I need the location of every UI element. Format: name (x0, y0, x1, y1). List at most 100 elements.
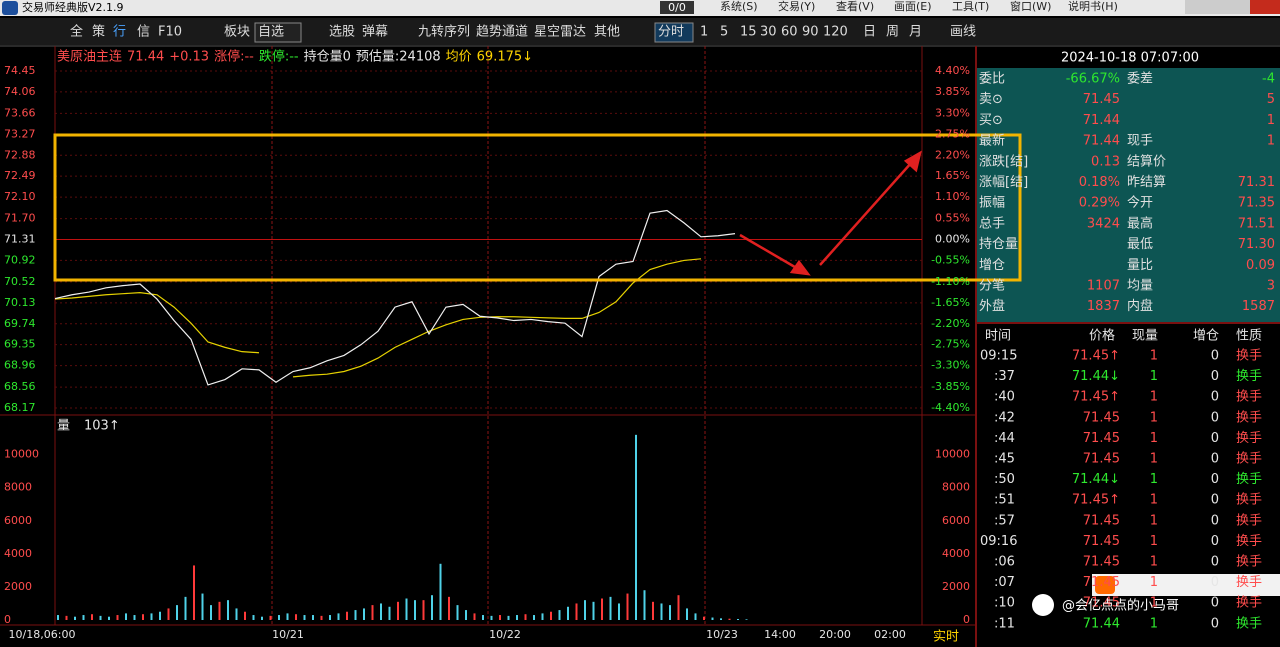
toolbar-item[interactable]: 日 (863, 25, 876, 40)
price-tick-label: 68.56 (4, 380, 36, 393)
volume-tick-label: 10000 (4, 448, 39, 461)
price-tick-label: 72.88 (4, 148, 36, 161)
volume-bar (235, 608, 238, 620)
toolbar-item[interactable]: 策 (92, 24, 105, 40)
toolbar-item[interactable]: 弹幕 (362, 25, 388, 40)
volume-bar (184, 596, 187, 620)
volume-bar (91, 614, 93, 620)
badge: 0/0 (668, 1, 686, 14)
pct-tick-label: -1.65% (931, 296, 970, 309)
trade-cell: 换手 (1236, 452, 1262, 467)
quote-label: 涨幅[结] (979, 175, 1028, 190)
volume-bar (371, 605, 374, 620)
price-tick-label: 70.92 (4, 253, 36, 266)
volume-bar (142, 614, 144, 620)
trade-cell: 1 (1150, 575, 1158, 590)
close-button[interactable] (1250, 0, 1280, 14)
toolbar-item[interactable]: 15 (740, 25, 757, 40)
pct-tick-label: -3.30% (931, 359, 970, 372)
quote-value: 71.35 (1238, 196, 1275, 211)
volume-bar (490, 615, 493, 620)
trade-cell: 09:15 (980, 349, 1017, 364)
menu-item[interactable]: 窗口(W) (1010, 0, 1051, 13)
trade-cell: 1 (1150, 534, 1158, 549)
toolbar-item[interactable]: 行 (113, 25, 126, 40)
menu-item[interactable]: 画面(E) (894, 0, 932, 13)
volume-tick-label: 2000 (4, 580, 32, 593)
volume-bar (703, 616, 705, 620)
toolbar-item[interactable]: 九转序列 (418, 25, 470, 40)
menu-item[interactable]: 系统(S) (720, 0, 758, 13)
volume-tick-label: 10000 (935, 448, 970, 461)
pct-tick-label: 0.00% (935, 233, 970, 246)
volume-bar (516, 615, 518, 620)
highlight-box (53, 133, 1022, 282)
menu-item[interactable]: 工具(T) (952, 0, 989, 13)
pct-tick-label: 1.65% (935, 169, 970, 182)
quote-label: 结算价 (1127, 154, 1166, 169)
chart-header: 均价 (446, 50, 472, 65)
volume-bar (133, 615, 136, 620)
toolbar-item[interactable]: 90 (802, 25, 819, 40)
trade-cell: 换手 (1236, 472, 1262, 487)
toolbar-item[interactable]: 120 (823, 25, 848, 40)
chart-header: +0.13 (169, 50, 209, 65)
trade-cell: 71.45↑ (1072, 493, 1120, 508)
toolbar-item[interactable]: F10 (158, 25, 182, 40)
toolbar-item[interactable]: 周 (886, 25, 899, 40)
volume-bar (150, 613, 153, 620)
x-tick-label: 10/23 (706, 628, 738, 641)
menu-item[interactable]: 交易(Y) (778, 0, 815, 13)
toolbar-item[interactable]: 30 (760, 25, 777, 40)
toolbar-item[interactable]: 1 (700, 25, 708, 40)
toolbar-item[interactable]: 其他 (594, 25, 620, 40)
toolbar-item[interactable]: 5 (720, 25, 728, 40)
ime-toolbar[interactable] (1092, 574, 1280, 596)
toolbar-item[interactable]: 信 (137, 25, 150, 40)
trades-header: 性质 (1236, 329, 1262, 344)
volume-bar (728, 618, 731, 620)
trade-cell: 71.44↓ (1072, 369, 1120, 384)
volume-bar (507, 615, 510, 620)
menu-item[interactable]: 查看(V) (836, 0, 874, 13)
volume-bar (456, 605, 459, 620)
x-tick-label: 10/18,06:00 (9, 628, 76, 641)
volume-bar (448, 596, 450, 620)
trade-cell: 换手 (1236, 493, 1262, 508)
trade-cell: 71.45 (1083, 431, 1120, 446)
volume-tick-label: 2000 (942, 580, 970, 593)
toolbar-item[interactable]: 选股 (329, 25, 355, 40)
volume-bar (686, 608, 688, 620)
toolbar-item[interactable]: 画线 (950, 25, 976, 40)
toolbar-item[interactable]: 月 (909, 25, 922, 40)
price-tick-label: 70.52 (4, 275, 36, 288)
chart-header: 71.44 (127, 50, 164, 65)
quote-label: 均量 (1127, 279, 1153, 294)
quote-datetime: 2024-10-18 07:07:00 (1061, 51, 1199, 66)
trade-cell: 换手 (1236, 596, 1262, 611)
toolbar-item[interactable]: 板块 (224, 25, 250, 40)
chart-header: 预估量:24108 (356, 50, 441, 65)
quote-value: 1837 (1087, 299, 1120, 314)
volume-bar (261, 616, 263, 620)
trade-cell: 71.45↑ (1072, 349, 1120, 364)
toolbar-item[interactable]: 60 (781, 25, 798, 40)
volume-bar (737, 619, 739, 620)
trade-cell: 0 (1211, 575, 1219, 590)
menu-item[interactable]: 说明书(H) (1068, 0, 1118, 13)
toolbar-item[interactable]: 分时 (658, 25, 684, 40)
toolbar-item[interactable]: 自选 (258, 25, 284, 40)
toolbar-item[interactable]: 全 (70, 24, 83, 40)
toolbar-item[interactable]: 星空雷达 (534, 25, 586, 40)
title-bar (0, 0, 1280, 16)
trade-cell: 换手 (1236, 616, 1262, 631)
quote-value: 1 (1267, 113, 1275, 128)
trade-cell: :07 (994, 575, 1015, 590)
trades-header: 价格 (1089, 328, 1115, 344)
trade-cell: 71.44↓ (1072, 472, 1120, 487)
volume-bar (541, 613, 544, 620)
volume-bar (575, 603, 578, 620)
trade-cell: 1 (1150, 513, 1158, 528)
toolbar-item[interactable]: 趋势通道 (476, 24, 528, 40)
volume-bar (745, 619, 748, 620)
